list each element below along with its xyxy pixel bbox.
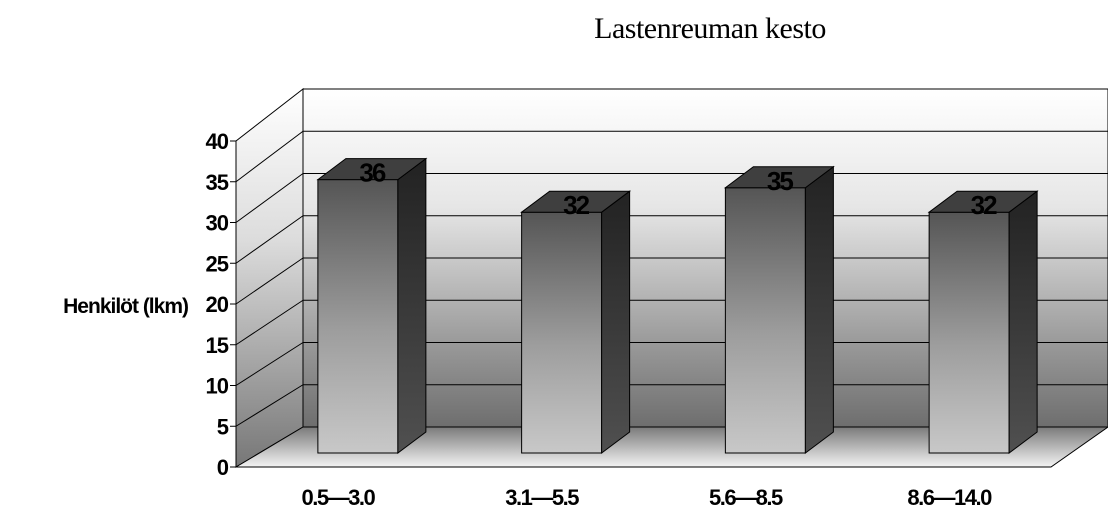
bar-side: [398, 159, 426, 453]
chart-title: Lastenreuman kesto: [594, 12, 826, 45]
bar-side: [805, 167, 833, 453]
data-label: 32: [563, 190, 589, 220]
y-tick-label: 5: [217, 414, 229, 439]
bar-side: [602, 191, 630, 453]
y-tick-label: 30: [206, 211, 229, 236]
bar: [318, 159, 426, 453]
y-tick-label: 10: [206, 374, 229, 399]
y-tick-label: 20: [206, 292, 229, 317]
bar-front: [318, 180, 398, 453]
y-tick-label: 15: [206, 333, 229, 358]
y-tick-label: 25: [206, 251, 229, 276]
side-wall: [236, 89, 303, 467]
bar: [725, 167, 833, 453]
x-tick-label: 5.6—8.5: [709, 485, 783, 508]
bar: [929, 191, 1037, 453]
y-tick-label: 0: [217, 455, 229, 480]
bar: [522, 191, 630, 453]
x-tick-label: 0.5—3.0: [302, 485, 376, 508]
bar-front: [725, 188, 805, 453]
bar-side: [1009, 191, 1037, 453]
x-tick-label: 8.6—14.0: [907, 485, 992, 508]
data-label: 36: [359, 158, 385, 188]
y-tick-label: 35: [206, 170, 229, 195]
y-tick-label: 40: [206, 129, 229, 154]
y-axis-label: Henkilöt (lkm): [63, 295, 188, 318]
x-tick-label: 3.1—5.5: [505, 485, 579, 508]
data-label: 35: [767, 166, 793, 196]
bar-front: [929, 212, 1009, 453]
data-label: 32: [971, 190, 997, 220]
bar-front: [522, 212, 602, 453]
